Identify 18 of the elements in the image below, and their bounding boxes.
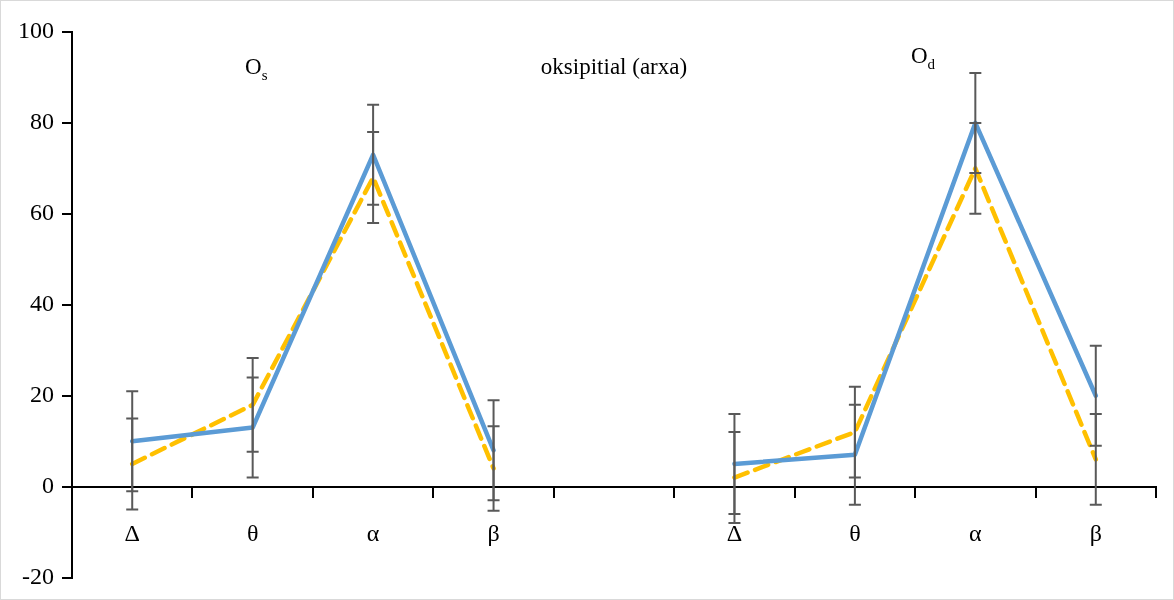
y-tick-label: 80 <box>30 108 54 135</box>
annotation: O$_{d}$ <box>910 42 935 73</box>
x-tick-label: Δ <box>726 520 743 547</box>
y-tick-label: 40 <box>30 290 54 317</box>
y-tick-label: -20 <box>22 562 54 589</box>
annotation: O$_{s}$ <box>245 53 268 84</box>
y-tick-label: 60 <box>30 199 54 226</box>
annotation: oksipitial (arxa) <box>540 53 688 80</box>
x-tick-label: Δ <box>124 520 140 547</box>
x-tick-label: β <box>487 520 500 547</box>
x-tick-label: β <box>1089 520 1102 547</box>
y-tick-label: 20 <box>30 381 54 408</box>
y-tick-label: 100 <box>18 17 54 44</box>
y-tick-label: 0 <box>42 471 54 498</box>
x-tick-label: θ <box>849 520 861 547</box>
x-tick-label: α <box>969 520 983 547</box>
x-tick-label: α <box>366 520 380 547</box>
x-tick-label: θ <box>246 520 259 547</box>
